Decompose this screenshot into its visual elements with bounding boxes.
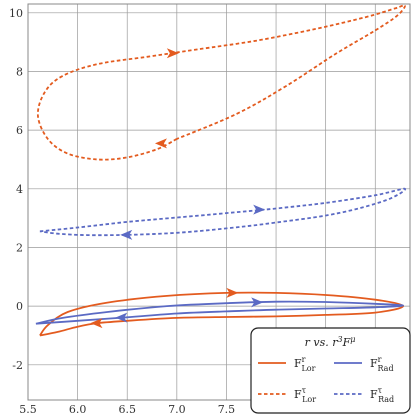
legend: r vs. r3Fμ Fr Lor Fr Rad Fτ Lor Fτ Rad bbox=[250, 327, 411, 414]
y-axis-ticks: -2 0 2 4 6 8 10 bbox=[9, 7, 23, 372]
x-tick-label: 5.5 bbox=[19, 403, 37, 416]
legend-label: Fτ Rad bbox=[370, 386, 394, 404]
y-tick-label: 6 bbox=[16, 124, 23, 137]
direction-arrow bbox=[166, 48, 179, 59]
y-tick-label: 8 bbox=[16, 65, 23, 78]
y-tick-label: 10 bbox=[9, 7, 23, 20]
x-tick-label: 6.0 bbox=[69, 403, 87, 416]
x-tick-label: 7.0 bbox=[168, 403, 186, 416]
legend-label: Fτ Lor bbox=[294, 386, 316, 404]
series-line-2 bbox=[36, 4, 406, 161]
y-tick-label: -2 bbox=[12, 359, 23, 372]
direction-arrow bbox=[226, 287, 239, 298]
y-tick-label: 2 bbox=[16, 241, 23, 254]
y-tick-label: 4 bbox=[16, 183, 23, 196]
direction-arrow bbox=[120, 229, 133, 240]
series-line-1 bbox=[35, 300, 404, 325]
direction-arrow bbox=[251, 297, 264, 308]
legend-label: Fr Rad bbox=[370, 355, 394, 373]
legend-label: Fr Lor bbox=[294, 355, 316, 373]
legend-title: r vs. r3Fμ bbox=[305, 335, 356, 349]
gridlines bbox=[27, 4, 410, 400]
y-tick-label: 0 bbox=[16, 300, 23, 313]
legend-entries: Fr Lor Fr Rad Fτ Lor Fτ Rad bbox=[258, 355, 394, 404]
legend-box bbox=[250, 327, 411, 414]
plot-frame bbox=[27, 3, 411, 401]
direction-arrow bbox=[253, 204, 266, 215]
direction-arrow bbox=[154, 138, 167, 149]
direction-arrow bbox=[115, 312, 128, 323]
x-tick-label: 7.5 bbox=[218, 403, 236, 416]
x-tick-label: 6.5 bbox=[118, 403, 136, 416]
direction-arrow bbox=[90, 318, 103, 329]
arrow-markers bbox=[90, 48, 266, 329]
